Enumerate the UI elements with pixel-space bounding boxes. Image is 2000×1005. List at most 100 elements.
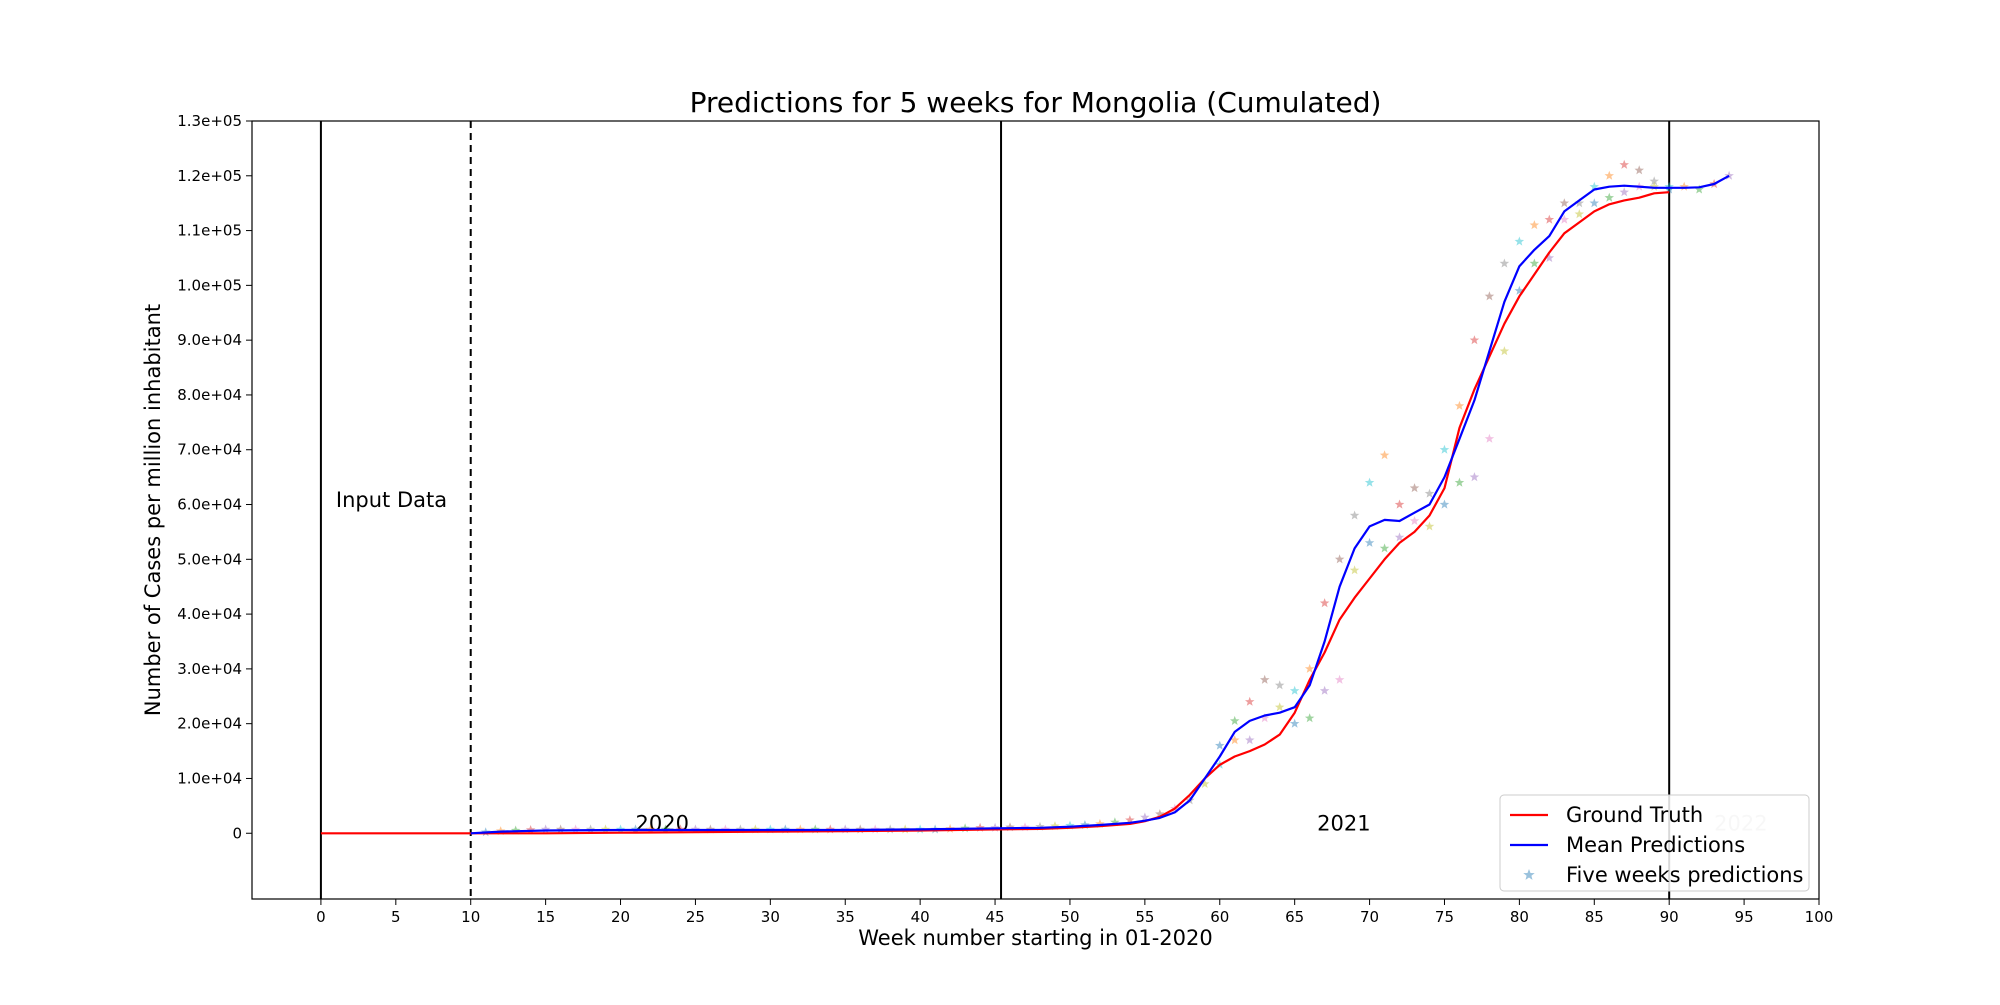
prediction-point xyxy=(1260,713,1270,723)
prediction-point xyxy=(1005,822,1015,832)
x-tick-label: 35 xyxy=(836,908,855,926)
prediction-point xyxy=(510,825,521,835)
prediction-point xyxy=(1289,685,1300,695)
prediction-point xyxy=(1559,198,1570,208)
prediction-point xyxy=(570,824,581,834)
y-tick-label: 2.0e+04 xyxy=(177,715,242,733)
prediction-point xyxy=(1664,181,1674,191)
x-axis-label: Week number starting in 01-2020 xyxy=(858,926,1212,950)
prediction-point xyxy=(1349,565,1360,575)
annotation-text: Input Data xyxy=(336,488,447,512)
legend-label: Ground Truth xyxy=(1566,803,1703,827)
prediction-point xyxy=(1454,477,1465,487)
prediction-point xyxy=(1140,812,1150,822)
prediction-point xyxy=(1469,472,1480,482)
plot-area: 0 5 10 15 20 25 30 35 40 45 50 55 60 65 70 75 80 85 90 95 10… xyxy=(177,112,1833,926)
prediction-point xyxy=(1289,718,1300,728)
prediction-point xyxy=(1319,685,1330,695)
x-tick-label: 95 xyxy=(1735,908,1754,926)
prediction-point xyxy=(1215,740,1225,750)
prediction-point xyxy=(540,824,551,834)
prediction-point xyxy=(525,825,536,834)
y-tick-label: 0 xyxy=(232,824,242,842)
prediction-point xyxy=(1589,181,1599,191)
y-tick-label: 6.0e+04 xyxy=(177,496,242,514)
x-tick-label: 55 xyxy=(1135,908,1154,926)
prediction-point xyxy=(975,822,985,832)
prediction-point xyxy=(1604,192,1614,202)
x-tick-label: 70 xyxy=(1360,908,1379,926)
prediction-point xyxy=(1245,696,1255,706)
prediction-point xyxy=(1379,543,1390,553)
y-tick-label: 8.0e+04 xyxy=(177,386,242,404)
prediction-point xyxy=(1694,184,1704,194)
prediction-point xyxy=(1514,236,1525,246)
y-tick-label: 1.0e+05 xyxy=(177,276,242,294)
x-tick-label: 65 xyxy=(1285,908,1304,926)
prediction-point xyxy=(1125,815,1135,825)
legend-label: Mean Predictions xyxy=(1566,833,1745,857)
prediction-point xyxy=(1334,674,1345,684)
prediction-point xyxy=(1110,817,1120,827)
prediction-point xyxy=(1095,818,1105,828)
x-tick-label: 25 xyxy=(686,908,705,926)
prediction-point xyxy=(1394,532,1405,542)
prediction-point xyxy=(1589,198,1599,208)
prediction-point xyxy=(1634,165,1644,175)
x-tick-label: 0 xyxy=(316,908,326,926)
prediction-point xyxy=(1274,702,1285,712)
prediction-point xyxy=(1364,477,1375,487)
prediction-point xyxy=(1349,510,1360,520)
prediction-point xyxy=(1155,809,1165,819)
prediction-point xyxy=(1274,680,1285,690)
prediction-point xyxy=(1394,499,1405,509)
y-tick-label: 5.0e+04 xyxy=(177,550,242,568)
x-tick-label: 50 xyxy=(1060,908,1079,926)
prediction-point xyxy=(1424,521,1435,531)
prediction-point xyxy=(1649,181,1659,191)
y-axis-label: Number of Cases per million inhabitant xyxy=(141,304,165,716)
prediction-point xyxy=(1484,433,1495,443)
prediction-point xyxy=(1544,253,1555,262)
x-tick-label: 80 xyxy=(1510,908,1529,926)
prediction-point xyxy=(1514,285,1525,295)
prediction-point xyxy=(1409,516,1420,525)
mean-predictions-line xyxy=(470,174,1730,835)
x-tick-label: 30 xyxy=(761,908,780,926)
prediction-point xyxy=(1529,258,1540,268)
x-tick-label: 20 xyxy=(611,908,630,926)
prediction-point xyxy=(1245,735,1255,745)
prediction-point xyxy=(1439,499,1450,509)
x-tick-label: 100 xyxy=(1805,908,1834,926)
ground-truth-line xyxy=(320,191,1670,835)
prediction-point xyxy=(1559,214,1570,224)
x-tick-label: 90 xyxy=(1660,908,1679,926)
x-tick-label: 40 xyxy=(911,908,930,926)
y-tick-label: 4.0e+04 xyxy=(177,605,242,623)
prediction-point xyxy=(1469,335,1480,345)
legend-box xyxy=(1499,794,1810,892)
prediction-point xyxy=(1649,176,1659,186)
prediction-point xyxy=(1574,198,1585,208)
prediction-point xyxy=(1409,483,1420,493)
prediction-point xyxy=(1379,450,1390,460)
prediction-point xyxy=(1499,346,1510,356)
prediction-point xyxy=(1230,715,1240,725)
plot-frame xyxy=(251,120,1820,900)
y-tick-label: 1.1e+05 xyxy=(177,222,242,240)
prediction-point xyxy=(1319,598,1330,608)
prediction-point xyxy=(1454,400,1465,410)
y-tick-label: 7.0e+04 xyxy=(177,441,242,459)
prediction-point xyxy=(1304,663,1315,673)
y-tick-label: 1.0e+04 xyxy=(177,769,242,787)
prediction-point xyxy=(1334,554,1345,564)
prediction-point xyxy=(1020,822,1030,832)
x-tick-label: 15 xyxy=(536,908,555,926)
prediction-point xyxy=(600,824,611,834)
legend-star-marker xyxy=(1523,869,1535,880)
prediction-point xyxy=(585,824,596,834)
y-tick-label: 3.0e+04 xyxy=(177,660,242,678)
prediction-point xyxy=(1484,291,1495,301)
